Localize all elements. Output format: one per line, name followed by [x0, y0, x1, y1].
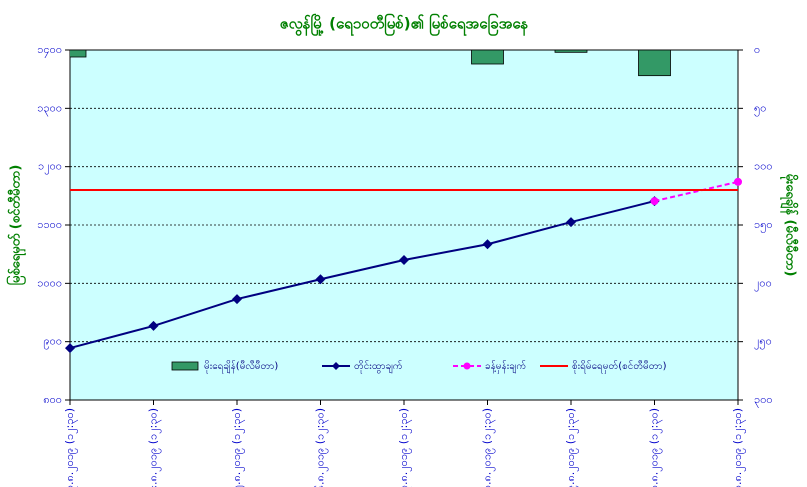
marker: [399, 255, 409, 265]
chart-title: ဇလွန်မြို့ (ရေ၁၀တီမြစ်)၏ မြစ်ရေအခြေအနေ: [280, 13, 529, 37]
legend-label: မိုးရေချိန်(မီလီမီတာ): [204, 359, 278, 374]
marker: [65, 343, 75, 354]
rain-bar: [471, 50, 504, 65]
marker: [148, 320, 159, 331]
y-tick-label: ၁၃၀၀: [37, 101, 62, 116]
legend-swatch: [171, 361, 199, 371]
x-tick-label: ၈.၈.၂၀၁၉ (၁၂:၃၀): [481, 408, 496, 487]
x-tick-label: ၅.၈.၂၀၁၉ (၁၂:၃၀): [230, 408, 245, 487]
y2-tick-label: ၁၀၀: [754, 160, 773, 173]
legend-marker: [332, 362, 340, 370]
line: [654, 180, 739, 203]
marker: [650, 197, 659, 206]
y2-tick-label: ၅၀: [754, 101, 766, 116]
marker: [482, 239, 493, 250]
y2-tick-label: ၃၀၀: [754, 393, 773, 408]
y-tick-label: ၈၀၀: [43, 393, 62, 406]
y-tick-label: ၉၀၀: [43, 335, 62, 350]
x-tick-label: ၉.၈.၂၀၁၉ (၁၂:၃၀): [564, 408, 579, 487]
marker: [566, 217, 576, 228]
y-tick-label: ၁၁၀၀: [37, 218, 62, 231]
plot-content: [70, 50, 671, 77]
y-axis-title: မြစ်ရေမှတ် (စင်တီမီတာ): [6, 165, 27, 286]
marker: [232, 294, 242, 305]
x-tick-label: ၇.၈.၂၀၁၉ (၁၂:၃၀): [397, 408, 412, 487]
y2-tick-label: ၂၀၀: [754, 276, 772, 291]
y2-tick-label: ၂၅၀: [754, 335, 772, 350]
x-tick-label: ၆.၈.၂၀၁၉ (၁၂:၃၀): [314, 408, 329, 487]
rain-bar: [554, 50, 588, 53]
rain-bar: [638, 50, 671, 77]
x-tick-label: ၃.၈.၂၀၁၉ (၁၂:၃၀): [63, 408, 78, 487]
legend-label: တိုင်းထွာချက်: [354, 359, 403, 374]
y-tick-label: ၁၄၀၀: [37, 43, 62, 58]
y2-tick-label: ၀: [754, 43, 760, 56]
legend-label: ခန့်မှန်းချက်: [485, 359, 526, 374]
rain-bar: [70, 50, 87, 58]
y2-axis-title: မိုးရေချိန် (မီလီမီတာ): [780, 174, 800, 277]
legend-marker: [463, 362, 471, 370]
x-tick-label: ၁၀.၈.၂၀၁၉ (၁၂:၃၀): [648, 408, 663, 487]
x-tick-label: ၁၁.၈.၂၀၁၉ (၁၂:၃၀): [731, 408, 746, 487]
y2-tick-label: ၁၅၀: [754, 218, 773, 233]
y-tick-label: ၁၀၀၀: [37, 276, 62, 289]
x-tick-label: ၄.၈.၂၀၁၉ (၁၂:၃၀): [147, 408, 162, 487]
y-tick-label: ၁၂၀၀: [38, 160, 62, 175]
line: [69, 200, 655, 350]
marker: [315, 274, 326, 285]
marker: [734, 177, 742, 186]
legend-label: စိုးရိမ်ရေမှတ်(စင်တီမီတာ): [572, 359, 667, 374]
